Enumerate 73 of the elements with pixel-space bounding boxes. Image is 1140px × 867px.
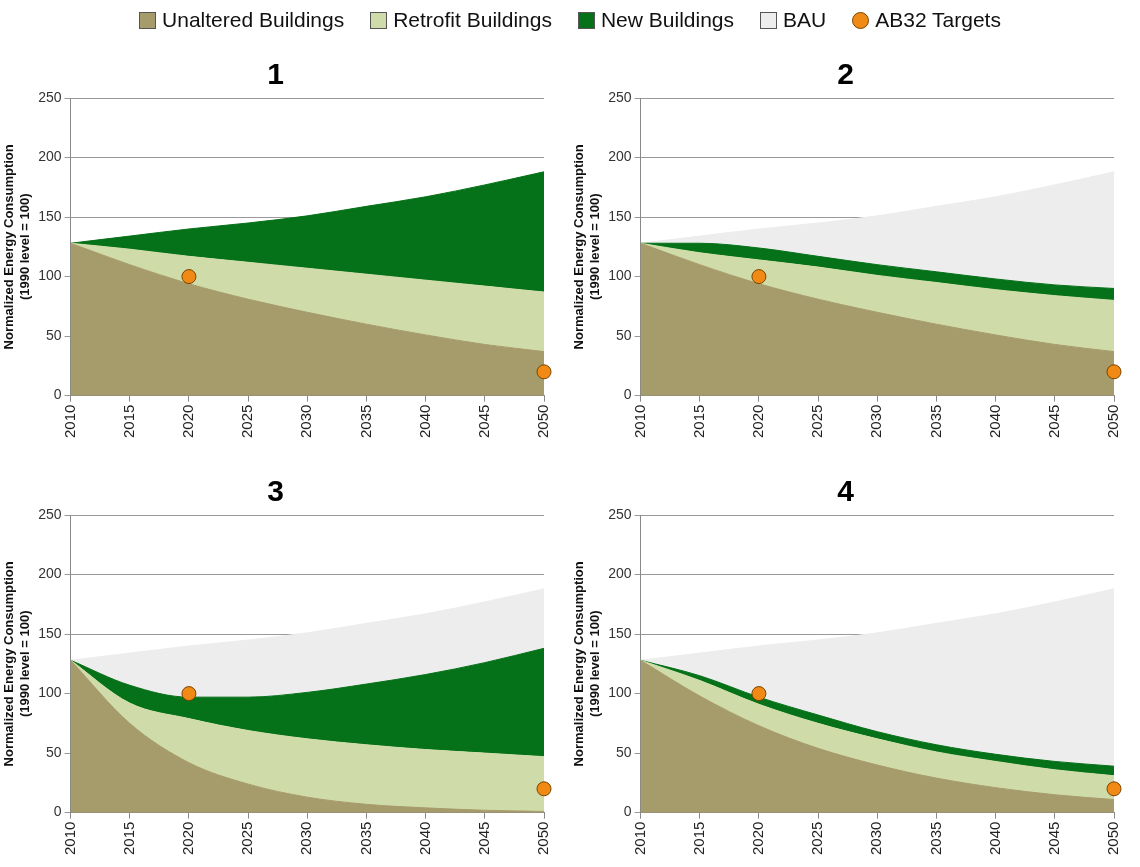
x-tick-label: 2035 [356,821,374,856]
x-tick-label: 2030 [297,404,315,439]
x-tick-label: 2040 [985,404,1003,439]
x-tick-label: 2030 [297,821,315,856]
x-tick-label: 2045 [1044,821,1062,856]
x-tick-label: 2035 [926,404,944,439]
x-tick-label: 2010 [630,821,648,856]
x-tick-label: 2050 [534,821,552,856]
y-tick-label: 150 [608,207,632,224]
y-tick-label: 100 [608,684,632,701]
y-tick-label: 0 [53,803,62,820]
y-tick-label: 250 [608,505,632,522]
x-tick-label: 2020 [749,404,767,439]
x-tick-label: 2025 [808,821,826,856]
x-tick-label: 2020 [179,821,197,856]
x-tick-label: 2045 [474,404,492,439]
y-tick-label: 150 [608,624,632,641]
y-tick-label: 150 [38,624,62,641]
x-tick-label: 2045 [1044,404,1062,439]
y-tick-label: 50 [615,326,632,343]
y-tick-label: 0 [53,386,62,403]
y-tick-label: 200 [608,148,632,165]
y-axis-title: Normalized Energy Consumption (1990 level = 100) [1,561,32,767]
y-tick-label: 250 [38,505,62,522]
chart-title: 1 [267,57,284,91]
x-tick-label: 2040 [415,821,433,856]
x-tick-label: 2035 [356,404,374,439]
x-tick-label: 2050 [1104,821,1122,856]
x-tick-label: 2020 [749,821,767,856]
x-tick-label: 2040 [985,821,1003,856]
x-tick-label: 2045 [474,821,492,856]
x-tick-label: 2015 [689,821,707,856]
x-tick-label: 2050 [534,404,552,439]
x-tick-label: 2015 [689,404,707,439]
y-tick-label: 50 [45,743,62,760]
x-tick-label: 2025 [808,404,826,439]
y-axis-title: Normalized Energy Consumption (1990 level = 100) [571,561,602,767]
x-tick-label: 2035 [926,821,944,856]
x-tick-label: 2030 [867,404,885,439]
x-tick-label: 2015 [119,821,137,856]
y-tick-label: 50 [45,326,62,343]
y-tick-label: 150 [38,207,62,224]
legend-label: AB32 Targets [875,8,1001,32]
y-tick-label: 200 [38,565,62,582]
x-tick-label: 2010 [630,404,648,439]
legend-label: Retrofit Buildings [393,8,552,32]
x-tick-label: 2040 [415,404,433,439]
x-tick-label: 2050 [1104,404,1122,439]
x-tick-label: 2010 [60,404,78,439]
legend-label: New Buildings [600,8,735,32]
y-tick-label: 100 [38,684,62,701]
y-tick-label: 100 [608,267,632,284]
x-tick-label: 2010 [60,821,78,856]
chart-title: 2 [837,57,854,91]
legend-label: BAU [783,8,827,32]
chart-title: 4 [837,474,855,508]
y-axis-title: Normalized Energy Consumption (1990 level = 100) [1,144,32,350]
x-tick-label: 2025 [238,404,256,439]
legend-label: Unaltered Buildings [162,8,345,32]
y-tick-label: 250 [38,88,62,105]
y-tick-label: 250 [608,88,632,105]
x-tick-label: 2015 [119,404,137,439]
x-tick-label: 2020 [179,404,197,439]
x-tick-label: 2030 [867,821,885,856]
y-tick-label: 50 [615,743,632,760]
y-tick-label: 0 [623,386,632,403]
y-axis-title: Normalized Energy Consumption (1990 level = 100) [571,144,602,350]
chart-title: 3 [267,474,284,508]
y-tick-label: 0 [623,803,632,820]
x-tick-label: 2025 [238,821,256,856]
y-tick-label: 200 [38,148,62,165]
y-tick-label: 100 [38,267,62,284]
y-tick-label: 200 [608,565,632,582]
